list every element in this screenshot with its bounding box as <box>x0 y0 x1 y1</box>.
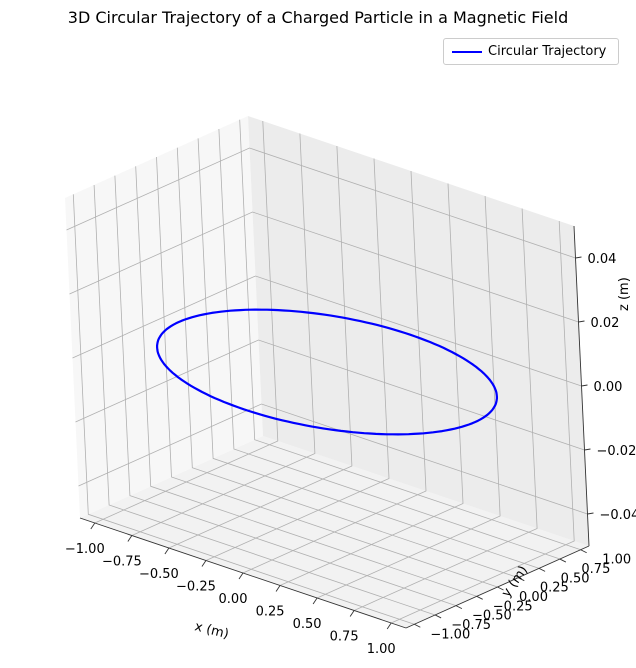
y-tick <box>538 567 546 572</box>
tick-labels: −1.00−1.00−0.75−0.75−0.50−0.50−0.25−0.25… <box>65 252 636 657</box>
z-tick-label: 0.02 <box>591 316 620 331</box>
y-grid-line <box>239 119 581 551</box>
z-grid-line <box>75 339 585 451</box>
y-grid-line <box>197 138 540 569</box>
x-tick <box>238 572 244 580</box>
x-tick <box>127 535 133 542</box>
y-tick <box>414 623 421 628</box>
axis-panes <box>65 116 589 628</box>
y-tick-label: −1.00 <box>430 627 470 642</box>
z-tick <box>587 512 594 515</box>
y-tick <box>580 549 587 554</box>
x-tick-label: −0.25 <box>176 580 216 595</box>
y-tick-label: 0.50 <box>561 571 590 586</box>
z-tick <box>578 320 585 323</box>
z-tick <box>581 384 588 387</box>
y-grid-line <box>156 156 498 588</box>
x-grid-line <box>168 145 353 549</box>
y-grid-line <box>72 194 415 625</box>
y-tick-label: 0.25 <box>540 581 569 596</box>
x-tick <box>90 522 96 530</box>
x-tick <box>275 585 281 592</box>
x-grid-line <box>205 158 390 561</box>
y-grid-line <box>93 184 436 616</box>
z-grid-line <box>78 403 588 515</box>
x-tick-label: 0.25 <box>256 605 285 620</box>
x-grid-line <box>316 195 501 599</box>
y-tick-label: 0.75 <box>581 562 610 577</box>
chart-title: 3D Circular Trajectory of a Charged Part… <box>67 8 569 27</box>
z-tick <box>584 448 591 451</box>
z-tick-label: 0.04 <box>588 252 617 267</box>
tick-marks <box>90 256 594 630</box>
y-tick-label: 0.00 <box>519 590 548 605</box>
y-tick <box>518 577 525 582</box>
z-axis-label: z (m) <box>617 277 632 311</box>
x-tick <box>201 560 207 567</box>
z-grid-line <box>66 147 576 259</box>
x-grid-line <box>279 183 464 586</box>
x-tick-label: −0.75 <box>102 555 142 570</box>
y-tick <box>476 595 483 600</box>
x-tick-label: 0.50 <box>293 617 322 632</box>
legend-swatch <box>452 51 482 53</box>
z-tick-label: −0.04 <box>600 508 636 523</box>
legend: Circular Trajectory <box>443 38 619 65</box>
x-grid-line <box>353 208 538 611</box>
x-tick-label: −1.00 <box>65 542 105 557</box>
z-tick-label: −0.02 <box>597 444 636 459</box>
y-tick <box>559 558 567 563</box>
x-grid-line <box>391 220 575 624</box>
y-tick-label: −0.75 <box>451 618 491 633</box>
y-grid-line <box>135 166 477 597</box>
y-tick <box>497 586 504 591</box>
x-tick <box>312 597 318 605</box>
series-layer <box>156 308 498 436</box>
x-tick <box>386 622 392 630</box>
x-tick-label: −0.50 <box>139 567 179 582</box>
y-grid-line <box>114 175 457 606</box>
y-tick-label: −0.50 <box>472 609 512 624</box>
x-grid-line <box>94 120 279 524</box>
y-tick <box>434 614 442 619</box>
y-tick <box>455 605 463 610</box>
y-grid-line <box>218 128 561 560</box>
z-grid-line <box>72 275 582 387</box>
z-tick <box>575 256 582 259</box>
y-tick-label: 1.00 <box>602 553 631 568</box>
y-tick-label: −0.25 <box>493 599 533 614</box>
x-axis-label: x (m) <box>193 619 230 642</box>
x-tick <box>164 547 170 555</box>
series-line-0 <box>156 308 498 436</box>
legend-label: Circular Trajectory <box>488 44 607 59</box>
z-grid-line <box>69 211 579 323</box>
z-tick-label: 0.00 <box>594 380 623 395</box>
x-tick-label: 0.75 <box>330 630 359 645</box>
x-grid-line <box>242 170 427 574</box>
x-grid-line <box>131 133 316 536</box>
x-tick <box>349 610 355 617</box>
x-tick-label: 1.00 <box>367 642 396 657</box>
grid-lines <box>66 119 588 625</box>
x-tick-label: 0.00 <box>219 592 248 607</box>
y-grid-line <box>176 147 519 579</box>
